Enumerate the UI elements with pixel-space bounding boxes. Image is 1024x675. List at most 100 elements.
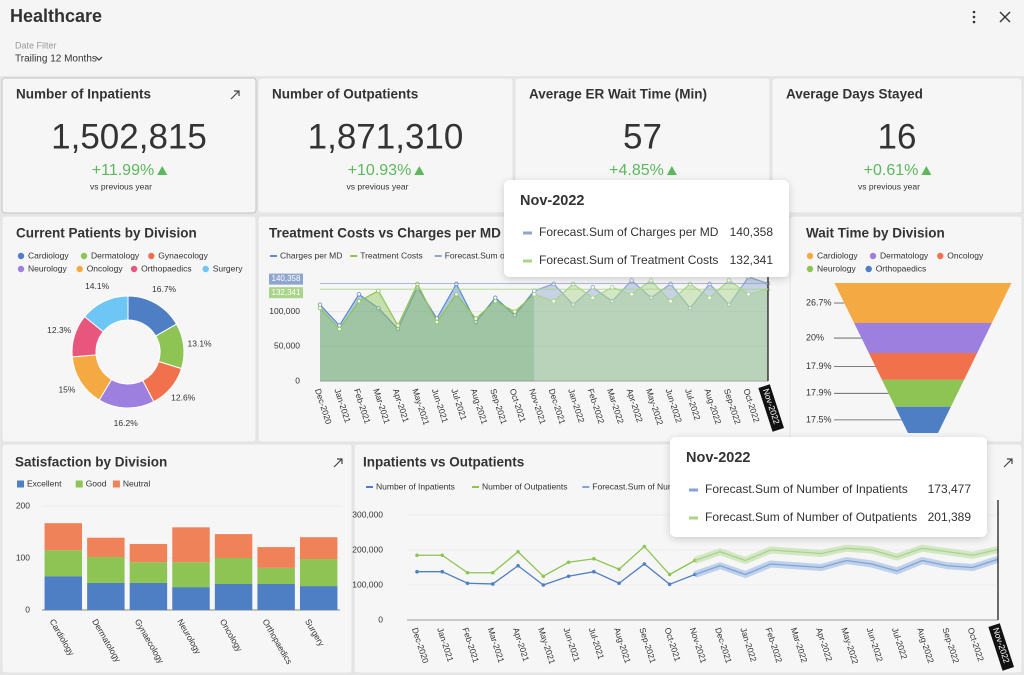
- legend-marker: [806, 265, 814, 273]
- legend-label: Excellent: [27, 478, 62, 488]
- expand-button[interactable]: [1003, 458, 1013, 468]
- kpi-change: +4.85%: [609, 162, 664, 179]
- series-line: [319, 282, 535, 330]
- expand-button[interactable]: [230, 90, 240, 100]
- legend-label: Oncology: [87, 263, 124, 273]
- legend-label: Number of Inpatients: [376, 481, 455, 491]
- series-point: [642, 562, 647, 566]
- chart-title: Treatment Costs vs Charges per MD: [269, 226, 501, 241]
- kpi-note: vs previous year: [347, 181, 409, 191]
- bar-segment: [172, 587, 210, 610]
- series-point: [726, 302, 732, 307]
- x-tick-highlight: [758, 384, 784, 432]
- bar-segment: [257, 584, 295, 610]
- series-point: [465, 581, 470, 586]
- series-point: [473, 316, 479, 321]
- series-point: [687, 305, 693, 311]
- series-point: [516, 549, 520, 554]
- funnel-label: 26.7%: [806, 297, 832, 307]
- kpi-title: Average ER Wait Time (Min): [529, 87, 707, 102]
- funnel-segment: [854, 323, 992, 354]
- funnel-segment: [834, 283, 1012, 324]
- bar-segment: [299, 537, 338, 560]
- slice-label: 14.1%: [85, 281, 110, 291]
- legend-label: Dermatology: [91, 250, 140, 260]
- bar-segment: [214, 584, 253, 610]
- kpi-note: vs previous year: [858, 181, 920, 191]
- menu-button[interactable]: [972, 10, 976, 24]
- card: [1, 215, 257, 443]
- series-point: [629, 292, 634, 297]
- legend-label: Orthopaedics: [876, 263, 927, 273]
- slice-label: 13.1%: [188, 338, 213, 348]
- series-point: [337, 326, 342, 332]
- expand-button[interactable]: [333, 458, 343, 468]
- series-point: [648, 295, 654, 300]
- series-point: [726, 278, 732, 283]
- kpi-title: Number of Inpatients: [16, 87, 151, 102]
- series-point: [609, 285, 615, 290]
- bar-segment: [87, 556, 125, 583]
- legend-marker: [130, 265, 138, 273]
- legend-label: Cardiology: [817, 250, 858, 260]
- donut-slice: [83, 295, 129, 333]
- axis-value-label: 132,341: [272, 288, 301, 297]
- series-point: [566, 574, 571, 579]
- funnel-label: 17.5%: [806, 414, 832, 424]
- legend-label: Neutral: [123, 478, 151, 488]
- series-point: [415, 569, 419, 574]
- chart-title: Current Patients by Division: [16, 226, 197, 241]
- series-point: [617, 581, 621, 586]
- kpi-value: 1,871,310: [308, 117, 464, 156]
- legend-marker: [17, 265, 25, 273]
- legend-label: Surgery: [213, 263, 244, 273]
- tooltip-value: 132,341: [730, 253, 774, 267]
- y-tick-label: 0: [295, 375, 300, 385]
- legend-label: Neurology: [817, 263, 856, 273]
- series-point: [356, 292, 362, 297]
- y-tick-label: 0: [25, 604, 30, 614]
- legend-label: Number of Outpatients: [482, 481, 568, 491]
- bar-segment: [257, 567, 295, 584]
- dashboard-title: Healthcare: [10, 6, 102, 26]
- filter-chevron[interactable]: [95, 56, 103, 61]
- filter-value[interactable]: Trailing 12 Months: [15, 54, 97, 65]
- kpi-title: Average Days Stayed: [786, 87, 923, 102]
- legend-marker: [112, 480, 120, 488]
- card: [257, 77, 514, 214]
- bar-segment: [172, 562, 210, 588]
- kpi-value: 16: [878, 117, 917, 156]
- bar-segment: [87, 582, 125, 610]
- funnel-segment: [881, 379, 965, 407]
- y-tick-label: 200: [16, 500, 30, 510]
- series-point: [629, 278, 634, 283]
- funnel-segment: [868, 353, 978, 380]
- bar-segment: [129, 582, 168, 610]
- series-point: [592, 556, 596, 561]
- tooltip-value: 201,389: [928, 510, 972, 524]
- legend-marker: [76, 265, 83, 273]
- bar-segment: [44, 550, 83, 577]
- legend-marker: [17, 252, 25, 260]
- series-point: [571, 302, 576, 307]
- series-point: [376, 305, 381, 311]
- legend-marker: [148, 252, 155, 260]
- axis-value-label: 140,358: [272, 274, 301, 283]
- kpi-up-arrow: [666, 166, 677, 175]
- series-point: [490, 570, 495, 575]
- series-point: [642, 544, 647, 549]
- bar-segment: [44, 576, 83, 610]
- kpi-change: +11.99%: [92, 162, 154, 179]
- tooltip-title: Nov-2022: [686, 450, 750, 466]
- close-button[interactable]: [999, 11, 1011, 23]
- tooltip-name: Forecast.Sum of Treatment Costs: [539, 253, 718, 267]
- series-point: [668, 299, 673, 304]
- series-area: [534, 280, 768, 381]
- bar-segment: [87, 537, 125, 557]
- series-point: [566, 560, 571, 565]
- legend-marker: [80, 252, 88, 260]
- bar-segment: [172, 527, 210, 563]
- slice-label: 12.6%: [171, 392, 196, 402]
